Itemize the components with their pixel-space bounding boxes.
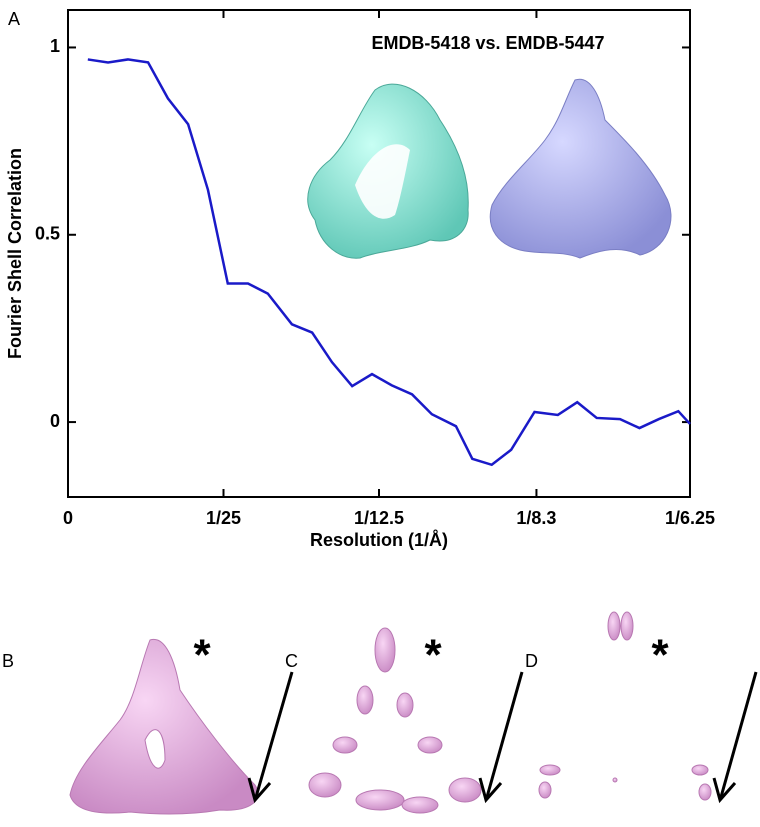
asterisk: * [424,631,442,680]
x-axis-label: Resolution (1/Å) [310,530,448,550]
panel-label: D [525,651,538,671]
x-tick-label: 1/8.3 [516,508,556,528]
x-tick-label: 1/6.25 [665,508,715,528]
chart-title: EMDB-5418 vs. EMDB-5447 [371,33,604,53]
arrows [247,671,758,804]
x-tick-label: 1/25 [206,508,241,528]
map-d [538,611,712,801]
asterisk: * [193,631,211,680]
map-c [308,627,482,814]
lavender-map [489,78,672,259]
panel-label: B [2,651,14,671]
y-tick-label: 0 [50,411,60,431]
plot-frame [67,9,691,498]
y-axis-label: Fourier Shell Correlation [5,148,25,359]
fsc-line [87,58,691,467]
y-tick-label: 0.5 [35,224,60,244]
cyan-map [307,83,469,259]
y-tick-label: 1 [50,36,60,56]
x-tick-label: 0 [63,508,73,528]
x-tick-label: 1/12.5 [354,508,404,528]
panel-label: C [285,651,298,671]
asterisk: * [651,631,669,680]
panel-label: A [8,9,20,29]
map-b [69,638,259,815]
